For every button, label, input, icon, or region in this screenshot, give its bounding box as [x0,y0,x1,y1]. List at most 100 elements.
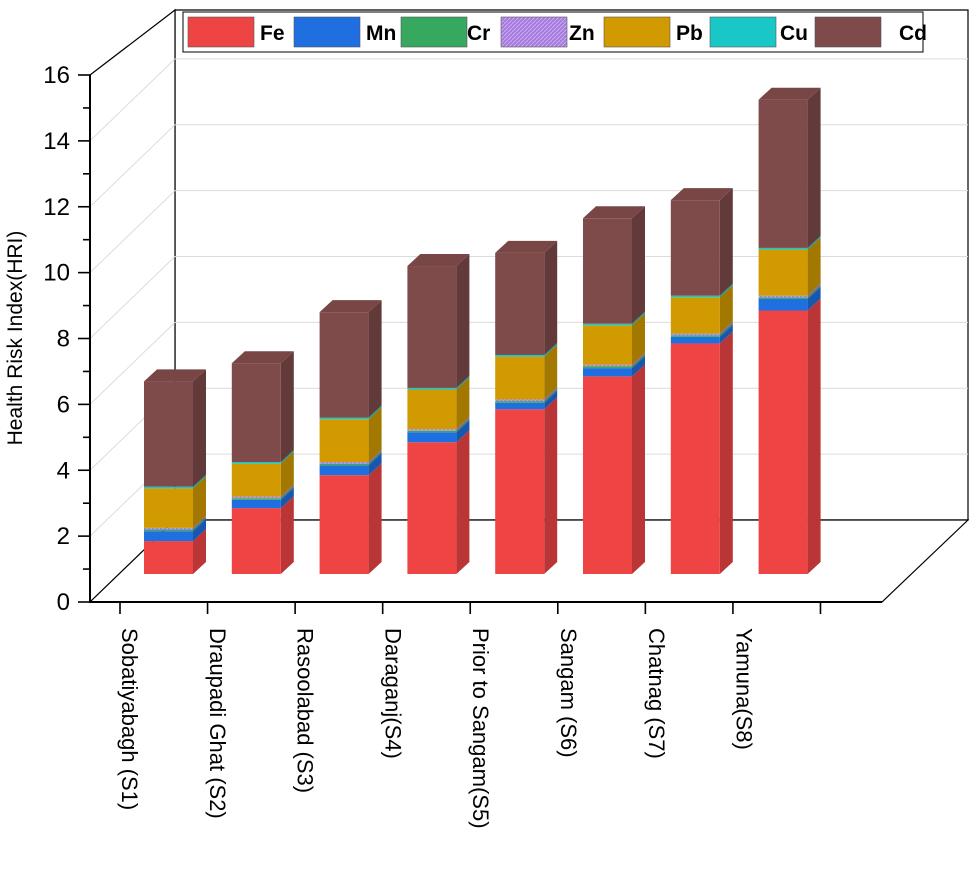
bar-segment [583,364,632,367]
bar-segment [231,499,281,509]
bar-segment [231,498,281,500]
legend-swatch [814,16,882,48]
bar-segment-side [632,311,645,326]
bar-segment [583,218,632,324]
bar-segment-side [807,87,821,248]
category-label: Daraganj(S4) [380,628,405,759]
bar-segment-side [719,188,733,296]
bar-segment [583,376,632,574]
bar-segment [319,312,369,418]
bar-segment-side [368,451,382,466]
legend-label: Cd [899,22,927,45]
bar-segment-side [719,331,733,574]
bar-segment-side [807,285,821,299]
legend-swatch [709,16,777,48]
bar-segment-side [632,356,645,377]
category-label: Draupadi Ghat (S2) [205,628,230,819]
bar-segment-side [544,240,558,355]
bar-segment [670,297,720,334]
bar-segment [319,419,369,463]
bar-segment [583,368,632,377]
bar-top [670,188,733,201]
bar-segment-side [807,235,821,250]
bar-segment-side [193,519,206,542]
bar-segment [144,488,193,528]
bar-top [583,206,645,219]
bar-segment [407,387,457,390]
category-label: Sangam (S6) [556,628,581,758]
y-tick-label: 2 [57,523,70,550]
bar-segment-side [544,389,558,403]
bar-segment-side [807,298,821,574]
y-tick-label: 10 [43,260,70,287]
back-wall [174,9,969,521]
bar-segment [758,310,808,574]
bar-segment [144,381,193,487]
bar-segment [144,529,193,532]
bar-segment-side [544,344,558,400]
bar-segment [407,430,457,433]
legend-label: Pb [676,22,703,45]
y-tick-label: 12 [43,194,70,221]
bar-segment-side [193,474,206,489]
bar-segment [319,463,369,466]
category-label: Yamuna(S8) [732,628,757,750]
bar-segment [231,508,281,574]
bar-segment-side [280,450,294,464]
y-axis-title: Health Risk Index(HRI) [4,231,27,446]
bar-segment [407,429,457,431]
bar-segment-side [632,313,645,365]
bar-segment-side [632,354,645,369]
bar-segment-side [544,390,558,410]
bar-segment-side [456,418,470,433]
legend-label: Fe [260,22,285,45]
bar-segment-side [719,324,733,344]
bar-segment-side [280,484,294,499]
bar-segment-side [632,364,645,574]
bar-stack [144,369,206,574]
bar-segment-side [456,375,470,390]
gridline [89,190,176,273]
bar-top [407,254,470,267]
bar-segment [495,252,545,355]
bar-segment [144,527,193,530]
legend-swatch [400,16,468,48]
bar-segment-side [544,387,558,402]
legend: Fe Mn Cr Zn Pb Cu Cd [182,11,927,53]
x-axis [90,601,882,614]
y-tick-label: 16 [43,62,70,89]
bar-stack [231,351,294,574]
legend-label: Mn [366,22,396,45]
bar-top [758,87,821,100]
legend-swatch [603,16,671,48]
bar-segment-side [544,397,558,574]
legend-label: Cr [467,22,490,45]
bar-segment [495,399,545,402]
bar-segment [144,486,193,489]
bar-segment-side [368,453,382,476]
gridline [89,256,176,339]
y-tick-label: 0 [57,589,70,616]
bar-segment [495,409,545,574]
bar-segment [319,462,369,464]
bar-segment-side [193,517,206,532]
bar-segment [407,266,457,388]
y-tick-label: 8 [57,326,70,353]
bar-segment [319,475,369,574]
gridlines [89,58,968,537]
category-label: Chatnag (S7) [644,628,669,759]
bar-segment [495,354,545,357]
bar-segment [758,99,808,248]
bar-segment [758,297,808,299]
bar-segment-side [632,352,645,367]
bar-segment [231,463,281,497]
bar-segment-side [719,285,733,334]
bar-segment [583,323,632,326]
bar-segment-side [280,487,294,509]
bar-segment-side [632,206,645,324]
y-tick-label: 4 [57,457,70,484]
bar-segment-side [368,407,382,463]
bar-segment [583,325,632,365]
y-axis [78,74,91,603]
